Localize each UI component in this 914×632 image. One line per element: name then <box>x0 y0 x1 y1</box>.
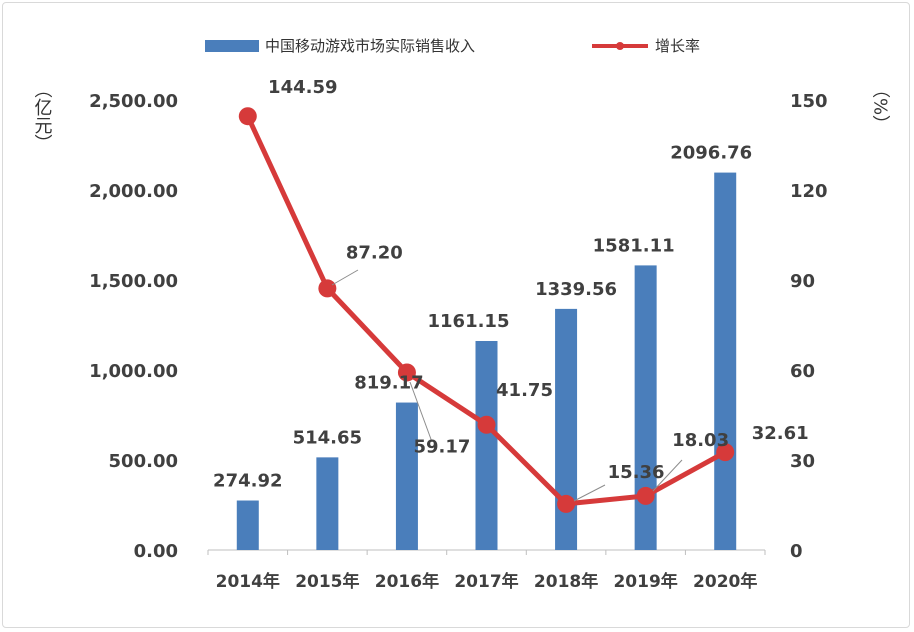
y-right-tick-label: 90 <box>790 271 815 292</box>
label-leader-line <box>652 459 683 492</box>
y-right-tick-label: 30 <box>790 451 815 472</box>
y-left-tick-label: 0.00 <box>134 541 178 562</box>
line-value-label: 41.75 <box>496 380 553 401</box>
data-labels: 274.92 514.65 819.17 1161.15 1339.56 1581.11 2… <box>213 77 809 502</box>
line-point <box>477 415 496 434</box>
y-left-tick-label: 2,500.00 <box>89 91 178 112</box>
axes: 2014年 2015年 2016年 2017年 2018年 2019年 2020年 0.00 5… <box>89 91 827 592</box>
line-point <box>716 443 735 462</box>
y-left-tick-label: 500.00 <box>109 451 178 472</box>
line-point <box>238 107 257 126</box>
line-point <box>318 279 337 298</box>
y-right-axis-label: （%） <box>870 80 891 133</box>
bar <box>475 340 498 550</box>
bar <box>555 308 578 550</box>
line-value-label: 32.61 <box>752 423 809 444</box>
legend-label-bar: 中国移动游戏市场实际销售收入 <box>265 37 475 55</box>
bar <box>316 457 339 550</box>
line-value-label: 15.36 <box>608 462 665 483</box>
bar-value-label: 1581.11 <box>593 235 675 256</box>
growth-line <box>238 107 735 513</box>
y-right-tick-label: 60 <box>790 361 815 382</box>
bar-value-label: 1339.56 <box>535 279 617 300</box>
legend: 中国移动游戏市场实际销售收入 增长率 <box>205 37 700 55</box>
y-right-tick-label: 0 <box>790 541 803 562</box>
line-value-label: 18.03 <box>672 430 729 451</box>
label-leader-line <box>409 381 433 443</box>
bar <box>714 172 737 551</box>
x-tick-label: 2015年 <box>295 571 359 592</box>
x-tick-label: 2018年 <box>534 571 598 592</box>
x-tick-label: 2020年 <box>693 571 757 592</box>
x-tick-label: 2016年 <box>375 571 439 592</box>
y-left-tick-label: 2,000.00 <box>89 181 178 202</box>
legend-label-line: 增长率 <box>655 37 700 55</box>
line-point <box>557 494 576 513</box>
bar <box>634 265 657 550</box>
y-left-tick-label: 1,500.00 <box>89 271 178 292</box>
y-right-tick-label: 150 <box>790 91 828 112</box>
bar-value-label: 2096.76 <box>670 143 752 164</box>
bar-value-label: 1161.15 <box>428 311 510 332</box>
line-value-label: 59.17 <box>413 436 470 457</box>
bar <box>395 402 418 550</box>
y-left-tick-label: 1,000.00 <box>89 361 178 382</box>
bar-value-label: 819.17 <box>354 373 423 394</box>
label-leader-line <box>331 269 359 286</box>
bar-value-label: 274.92 <box>213 471 282 492</box>
legend-swatch-marker <box>616 42 624 50</box>
line-value-label: 87.20 <box>346 242 403 263</box>
label-leader-line <box>573 484 606 502</box>
line-value-label: 144.59 <box>268 77 337 98</box>
x-tick-label: 2014年 <box>216 571 280 592</box>
legend-swatch-bar <box>205 40 259 52</box>
bar <box>236 500 259 550</box>
y-right-tick-label: 120 <box>790 181 828 202</box>
line-point <box>397 363 416 382</box>
x-tick-label: 2019年 <box>613 571 677 592</box>
bars <box>236 172 737 551</box>
y-left-axis-label: （亿元） <box>32 80 53 152</box>
bar-value-label: 514.65 <box>293 427 362 448</box>
line-point <box>636 486 655 505</box>
x-tick-label: 2017年 <box>454 571 518 592</box>
